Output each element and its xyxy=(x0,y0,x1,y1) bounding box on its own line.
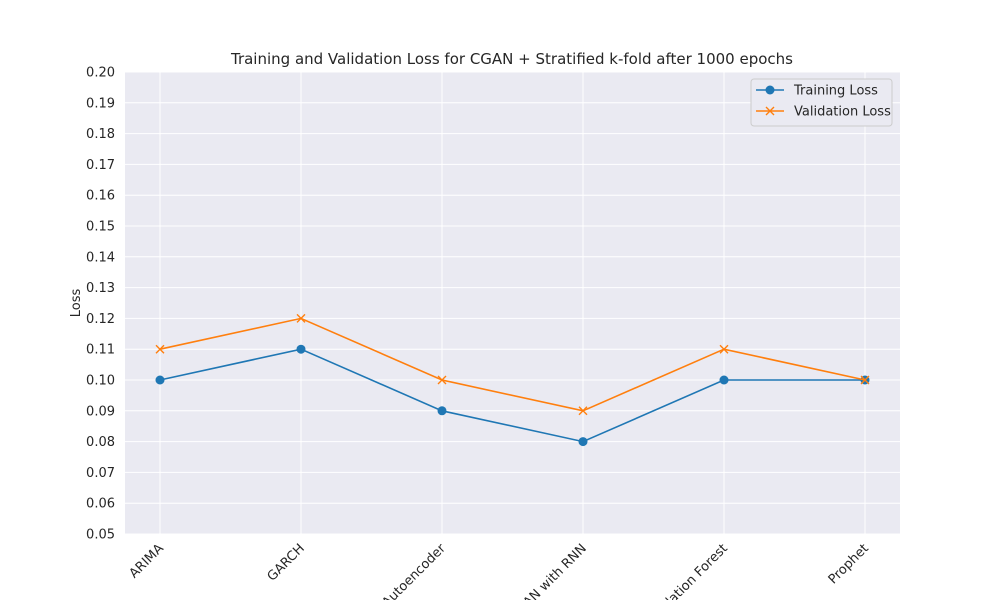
y-tick-label: 0.20 xyxy=(86,66,115,81)
y-tick-label: 0.14 xyxy=(86,250,115,265)
y-tick-label: 0.18 xyxy=(86,127,115,142)
legend-label: Training Loss xyxy=(793,84,878,99)
legend: Training Loss Validation Loss xyxy=(750,78,893,127)
data-point xyxy=(719,344,729,354)
x-tick-label: GAN with RNN xyxy=(513,541,589,600)
data-point xyxy=(860,375,870,385)
x-tick-label: Isolation Forest xyxy=(650,541,731,600)
y-tick-label: 0.17 xyxy=(86,158,115,173)
y-tick-label: 0.08 xyxy=(86,435,115,450)
y-tick-label: 0.13 xyxy=(86,281,115,296)
y-tick-label: 0.10 xyxy=(86,374,115,389)
plot-background xyxy=(125,72,900,534)
legend-marker xyxy=(765,106,775,116)
series-validation-loss xyxy=(155,313,870,416)
data-point xyxy=(437,375,447,385)
y-tick-label: 0.15 xyxy=(86,220,115,235)
y-tick-label: 0.11 xyxy=(86,343,115,358)
y-axis-label: Loss xyxy=(69,289,84,318)
y-tick-label: 0.06 xyxy=(86,497,115,512)
series-training-loss xyxy=(155,344,870,447)
x-tick-labels: ARIMA GARCH Autoencoder GAN with RNN Isolati… xyxy=(127,541,872,600)
x-tick-label: GARCH xyxy=(265,541,308,584)
legend-marker xyxy=(765,85,775,95)
data-point xyxy=(578,437,588,447)
y-tick-label: 0.09 xyxy=(86,404,115,419)
data-point xyxy=(719,375,729,385)
series-line xyxy=(159,348,865,443)
series-layer xyxy=(155,313,870,447)
data-point xyxy=(296,344,306,354)
series-line xyxy=(159,317,866,412)
y-tick-labels: 0.05 0.06 0.07 0.08 0.09 0.10 0.11 0.12 0.13 0.14… xyxy=(86,66,115,543)
chart-title: Training and Validation Loss for CGAN + … xyxy=(230,50,793,68)
data-point xyxy=(155,344,165,354)
data-point xyxy=(296,313,306,323)
y-tick-label: 0.12 xyxy=(86,312,115,327)
legend-label: Validation Loss xyxy=(794,105,891,120)
x-tick-label: Autoencoder xyxy=(379,541,449,600)
y-tick-label: 0.05 xyxy=(86,528,115,543)
data-point xyxy=(155,375,165,385)
y-tick-label: 0.16 xyxy=(86,189,115,204)
legend-box xyxy=(750,78,893,127)
x-tick-label: ARIMA xyxy=(127,541,167,581)
data-point xyxy=(578,406,588,416)
data-point xyxy=(437,406,447,416)
y-tick-label: 0.19 xyxy=(86,96,115,111)
grid-lines xyxy=(125,71,900,535)
x-tick-label: Prophet xyxy=(826,541,872,587)
y-tick-label: 0.07 xyxy=(86,466,115,481)
